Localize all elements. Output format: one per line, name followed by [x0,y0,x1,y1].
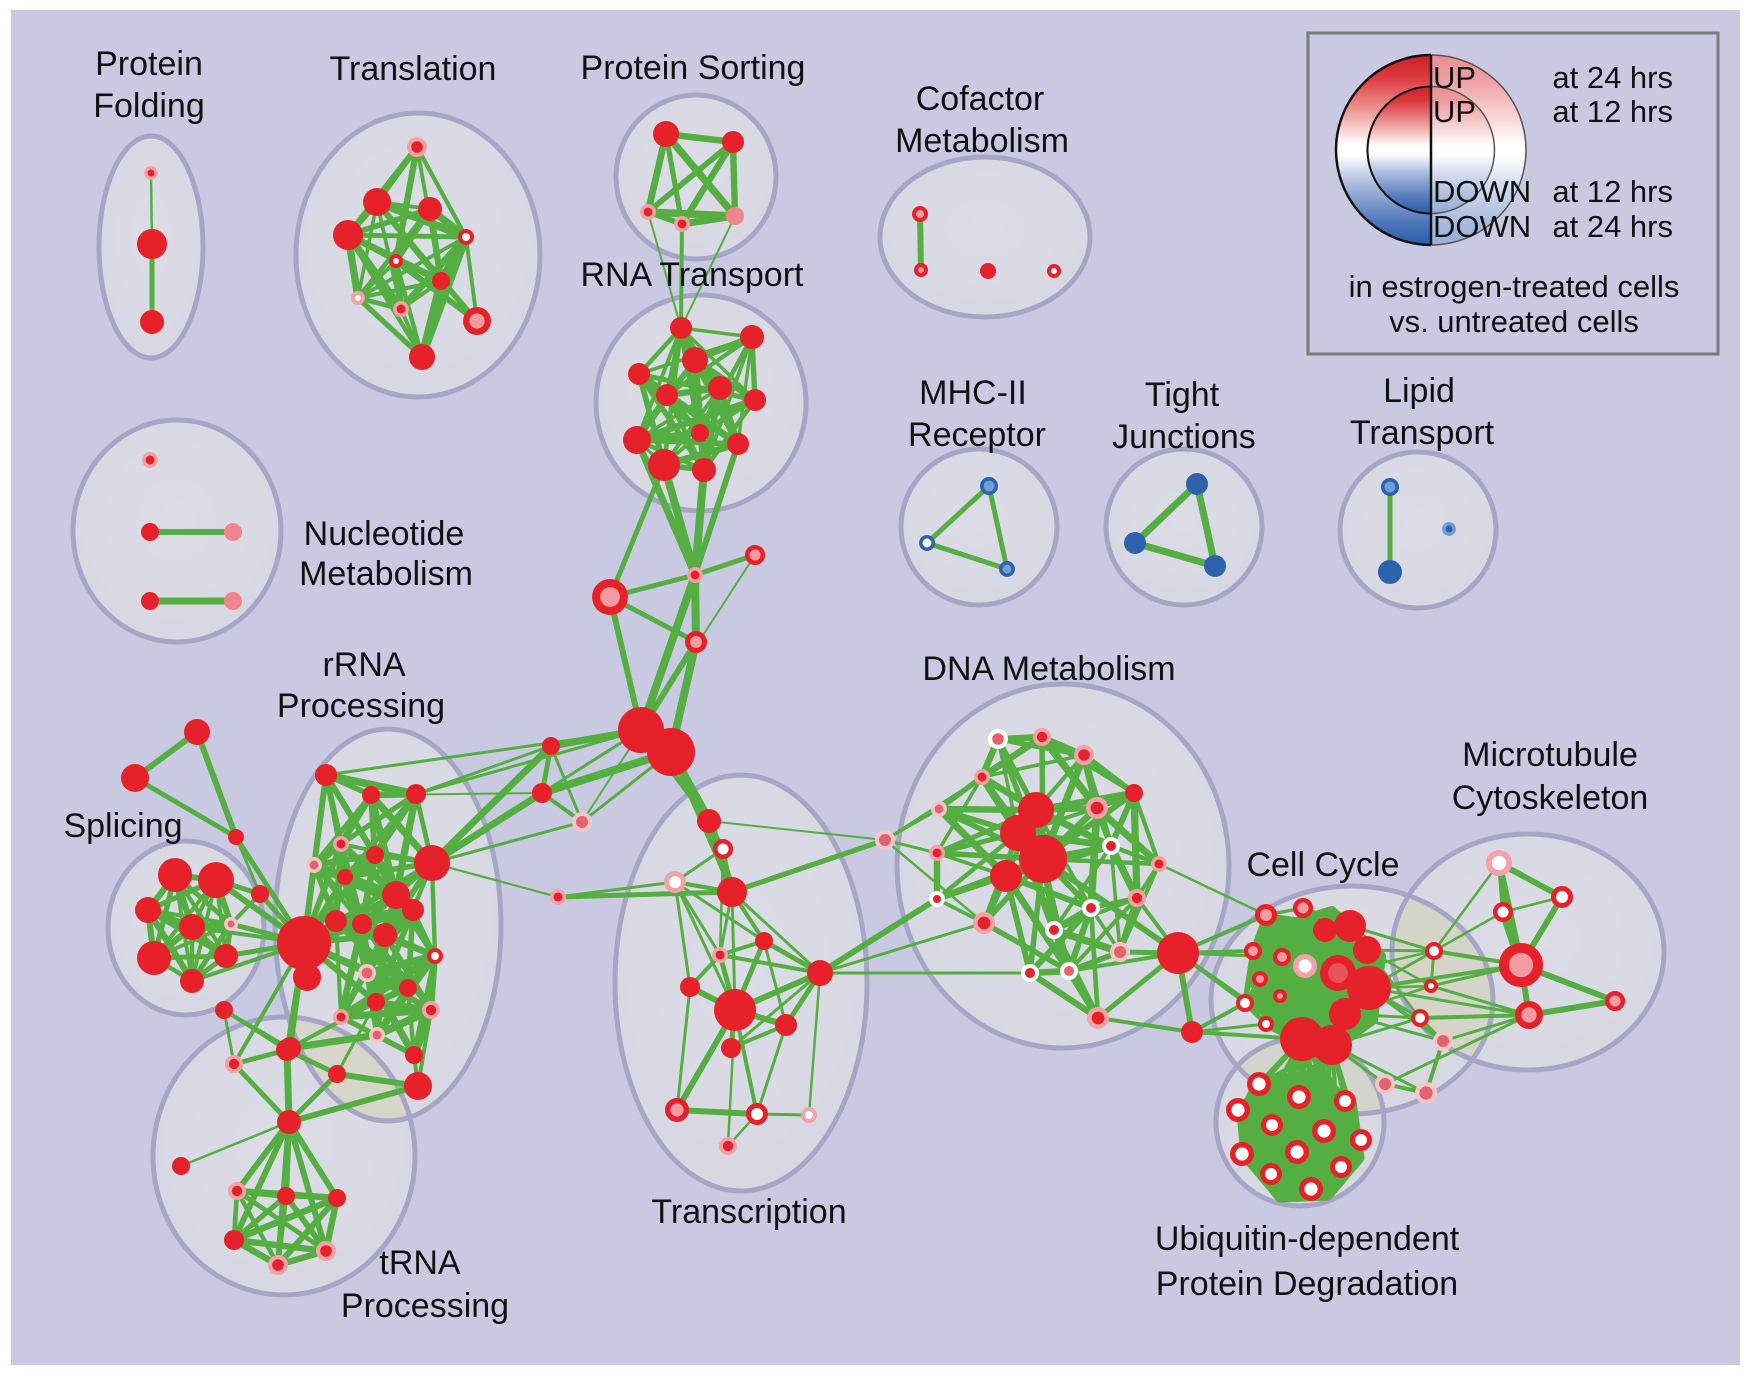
svg-text:Cytoskeleton: Cytoskeleton [1452,779,1649,817]
svg-text:Folding: Folding [93,87,205,125]
svg-text:tRNA: tRNA [379,1244,461,1282]
svg-text:at 24 hrs: at 24 hrs [1552,209,1673,244]
svg-text:UP: UP [1433,60,1476,95]
svg-text:Translation: Translation [330,50,497,88]
svg-text:RNA Transport: RNA Transport [581,256,805,294]
svg-text:rRNA: rRNA [322,646,405,684]
svg-text:Protein Degradation: Protein Degradation [1156,1265,1458,1303]
svg-text:Splicing: Splicing [63,807,182,845]
svg-text:at 24 hrs: at 24 hrs [1552,60,1673,95]
svg-text:Microtubule: Microtubule [1462,736,1638,774]
svg-text:Tight: Tight [1145,376,1220,414]
svg-text:at 12 hrs: at 12 hrs [1552,94,1673,129]
svg-text:Protein Sorting: Protein Sorting [581,49,806,87]
svg-text:Ubiquitin-dependent: Ubiquitin-dependent [1155,1220,1460,1258]
svg-text:DOWN: DOWN [1433,209,1531,244]
svg-text:Receptor: Receptor [908,416,1046,454]
svg-text:Junctions: Junctions [1112,418,1256,456]
svg-text:Metabolism: Metabolism [299,555,473,593]
svg-text:in estrogen-treated cells: in estrogen-treated cells [1349,269,1680,304]
svg-text:DNA Metabolism: DNA Metabolism [922,650,1175,688]
svg-text:Transcription: Transcription [651,1193,846,1231]
svg-text:Cofactor: Cofactor [916,80,1045,118]
svg-text:Processing: Processing [341,1287,509,1325]
svg-text:at 12 hrs: at 12 hrs [1552,174,1673,209]
svg-text:UP: UP [1433,94,1476,129]
svg-text:Metabolism: Metabolism [895,122,1069,160]
svg-text:DOWN: DOWN [1433,174,1531,209]
svg-text:Nucleotide: Nucleotide [304,515,465,553]
svg-text:Processing: Processing [277,687,445,725]
svg-text:Protein: Protein [95,45,203,83]
svg-text:MHC-II: MHC-II [919,374,1027,412]
svg-text:Lipid: Lipid [1383,372,1455,410]
svg-text:Cell Cycle: Cell Cycle [1246,846,1399,884]
svg-text:Transport: Transport [1350,414,1495,452]
svg-text:vs. untreated cells: vs. untreated cells [1389,304,1639,339]
